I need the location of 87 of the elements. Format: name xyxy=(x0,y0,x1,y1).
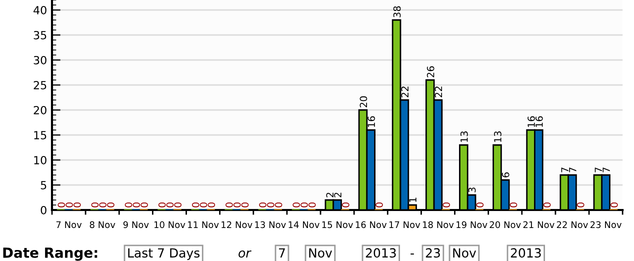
data-label: 0 xyxy=(308,202,316,208)
data-label: 0 xyxy=(292,202,300,208)
data-label: 0 xyxy=(376,202,383,208)
data-label: 0 xyxy=(510,202,518,208)
data-label: 16 xyxy=(528,116,535,127)
x-tick-label: 16 Nov xyxy=(356,221,387,228)
data-label: 16 xyxy=(535,116,543,127)
data-label: 0 xyxy=(174,202,182,208)
x-tick-label: 7 Nov xyxy=(56,221,82,228)
text: 2013 xyxy=(366,248,396,258)
x-tick-label: 21 Nov xyxy=(523,221,554,228)
x-tick-label: 18 Nov xyxy=(422,221,454,228)
x-tick-label: 10 Nov xyxy=(154,221,186,228)
data-label: 0 xyxy=(342,202,350,208)
data-label: 38 xyxy=(393,6,401,18)
y-tick-label: 20 xyxy=(34,106,46,114)
data-label: 20 xyxy=(360,96,368,108)
data-label: 7 xyxy=(602,168,610,172)
data-label: 16 xyxy=(368,116,376,127)
data-label: 0 xyxy=(158,202,166,208)
y-tick-label: 15 xyxy=(34,131,46,140)
data-label: 0 xyxy=(476,202,484,208)
data-label: 7 xyxy=(569,168,576,172)
y-tick-label: 25 xyxy=(34,80,46,90)
x-tick-label: 20 Nov xyxy=(490,221,521,228)
x-tick-label: 11 Nov xyxy=(188,221,219,228)
x-tick-label: 23 Nov xyxy=(590,221,622,228)
y-tick-label: 30 xyxy=(34,56,46,64)
x-tick-label: 19 Nov xyxy=(456,221,488,228)
x-tick-label: 14 Nov xyxy=(288,221,320,228)
x-tick-label: 22 Nov xyxy=(556,221,588,228)
data-label: 0 xyxy=(610,202,618,208)
text: - xyxy=(410,254,414,255)
data-label: 0 xyxy=(99,202,107,208)
x-tick-label: 13 Nov xyxy=(255,221,286,228)
data-label: 2 xyxy=(326,192,334,198)
data-label: 0 xyxy=(442,202,450,208)
data-label: 0 xyxy=(91,202,99,208)
text: Last 7 Days xyxy=(128,248,200,260)
data-label: 0 xyxy=(241,202,249,208)
data-label: 13 xyxy=(494,131,502,142)
data-label: 3 xyxy=(468,188,476,192)
data-label: 0 xyxy=(226,202,233,208)
y-tick-label: 0 xyxy=(40,206,46,214)
y-tick-label: 40 xyxy=(34,6,46,14)
data-label: 0 xyxy=(274,202,282,208)
data-label: 13 xyxy=(460,131,468,142)
data-label: 0 xyxy=(140,202,148,208)
y-tick-label: 5 xyxy=(40,181,46,190)
data-label: 0 xyxy=(107,202,114,208)
text: 7 xyxy=(279,248,285,258)
data-label: 0 xyxy=(208,202,216,208)
data-label: 22 xyxy=(401,86,408,98)
data-label: 7 xyxy=(594,168,602,172)
text: 23 xyxy=(426,248,440,258)
data-label: 6 xyxy=(502,172,510,178)
text: Nov xyxy=(453,248,476,258)
data-label: 0 xyxy=(233,202,241,208)
data-label: 0 xyxy=(58,202,66,208)
y-tick-label: 35 xyxy=(34,30,46,40)
text: Date Range: xyxy=(3,248,98,261)
x-tick-label: 8 Nov xyxy=(90,221,116,228)
data-label: 0 xyxy=(66,202,73,208)
data-label: 0 xyxy=(200,202,208,208)
x-tick-label: 17 Nov xyxy=(389,221,420,228)
x-tick-label: 9 Nov xyxy=(123,221,149,228)
data-label: 22 xyxy=(434,86,442,98)
data-label: 0 xyxy=(192,202,200,208)
text: or xyxy=(238,250,252,258)
data-label: 1 xyxy=(409,198,416,202)
data-label: 0 xyxy=(166,202,174,208)
data-label: 2 xyxy=(334,192,342,198)
data-label: 0 xyxy=(259,202,266,208)
data-label: 0 xyxy=(266,202,274,208)
x-tick-label: 12 Nov xyxy=(222,221,252,228)
data-label: 0 xyxy=(576,202,584,208)
data-label: 0 xyxy=(132,202,140,208)
data-label: 0 xyxy=(124,202,132,208)
data-label: 26 xyxy=(426,66,434,78)
data-label: 0 xyxy=(73,202,81,208)
y-tick-label: 10 xyxy=(34,156,46,164)
data-label: 7 xyxy=(561,168,568,172)
text: Nov xyxy=(309,248,332,258)
data-label: 0 xyxy=(543,202,551,208)
data-label: 0 xyxy=(300,202,308,208)
text: 2013 xyxy=(510,248,541,258)
x-tick-label: 15 Nov xyxy=(322,221,354,228)
